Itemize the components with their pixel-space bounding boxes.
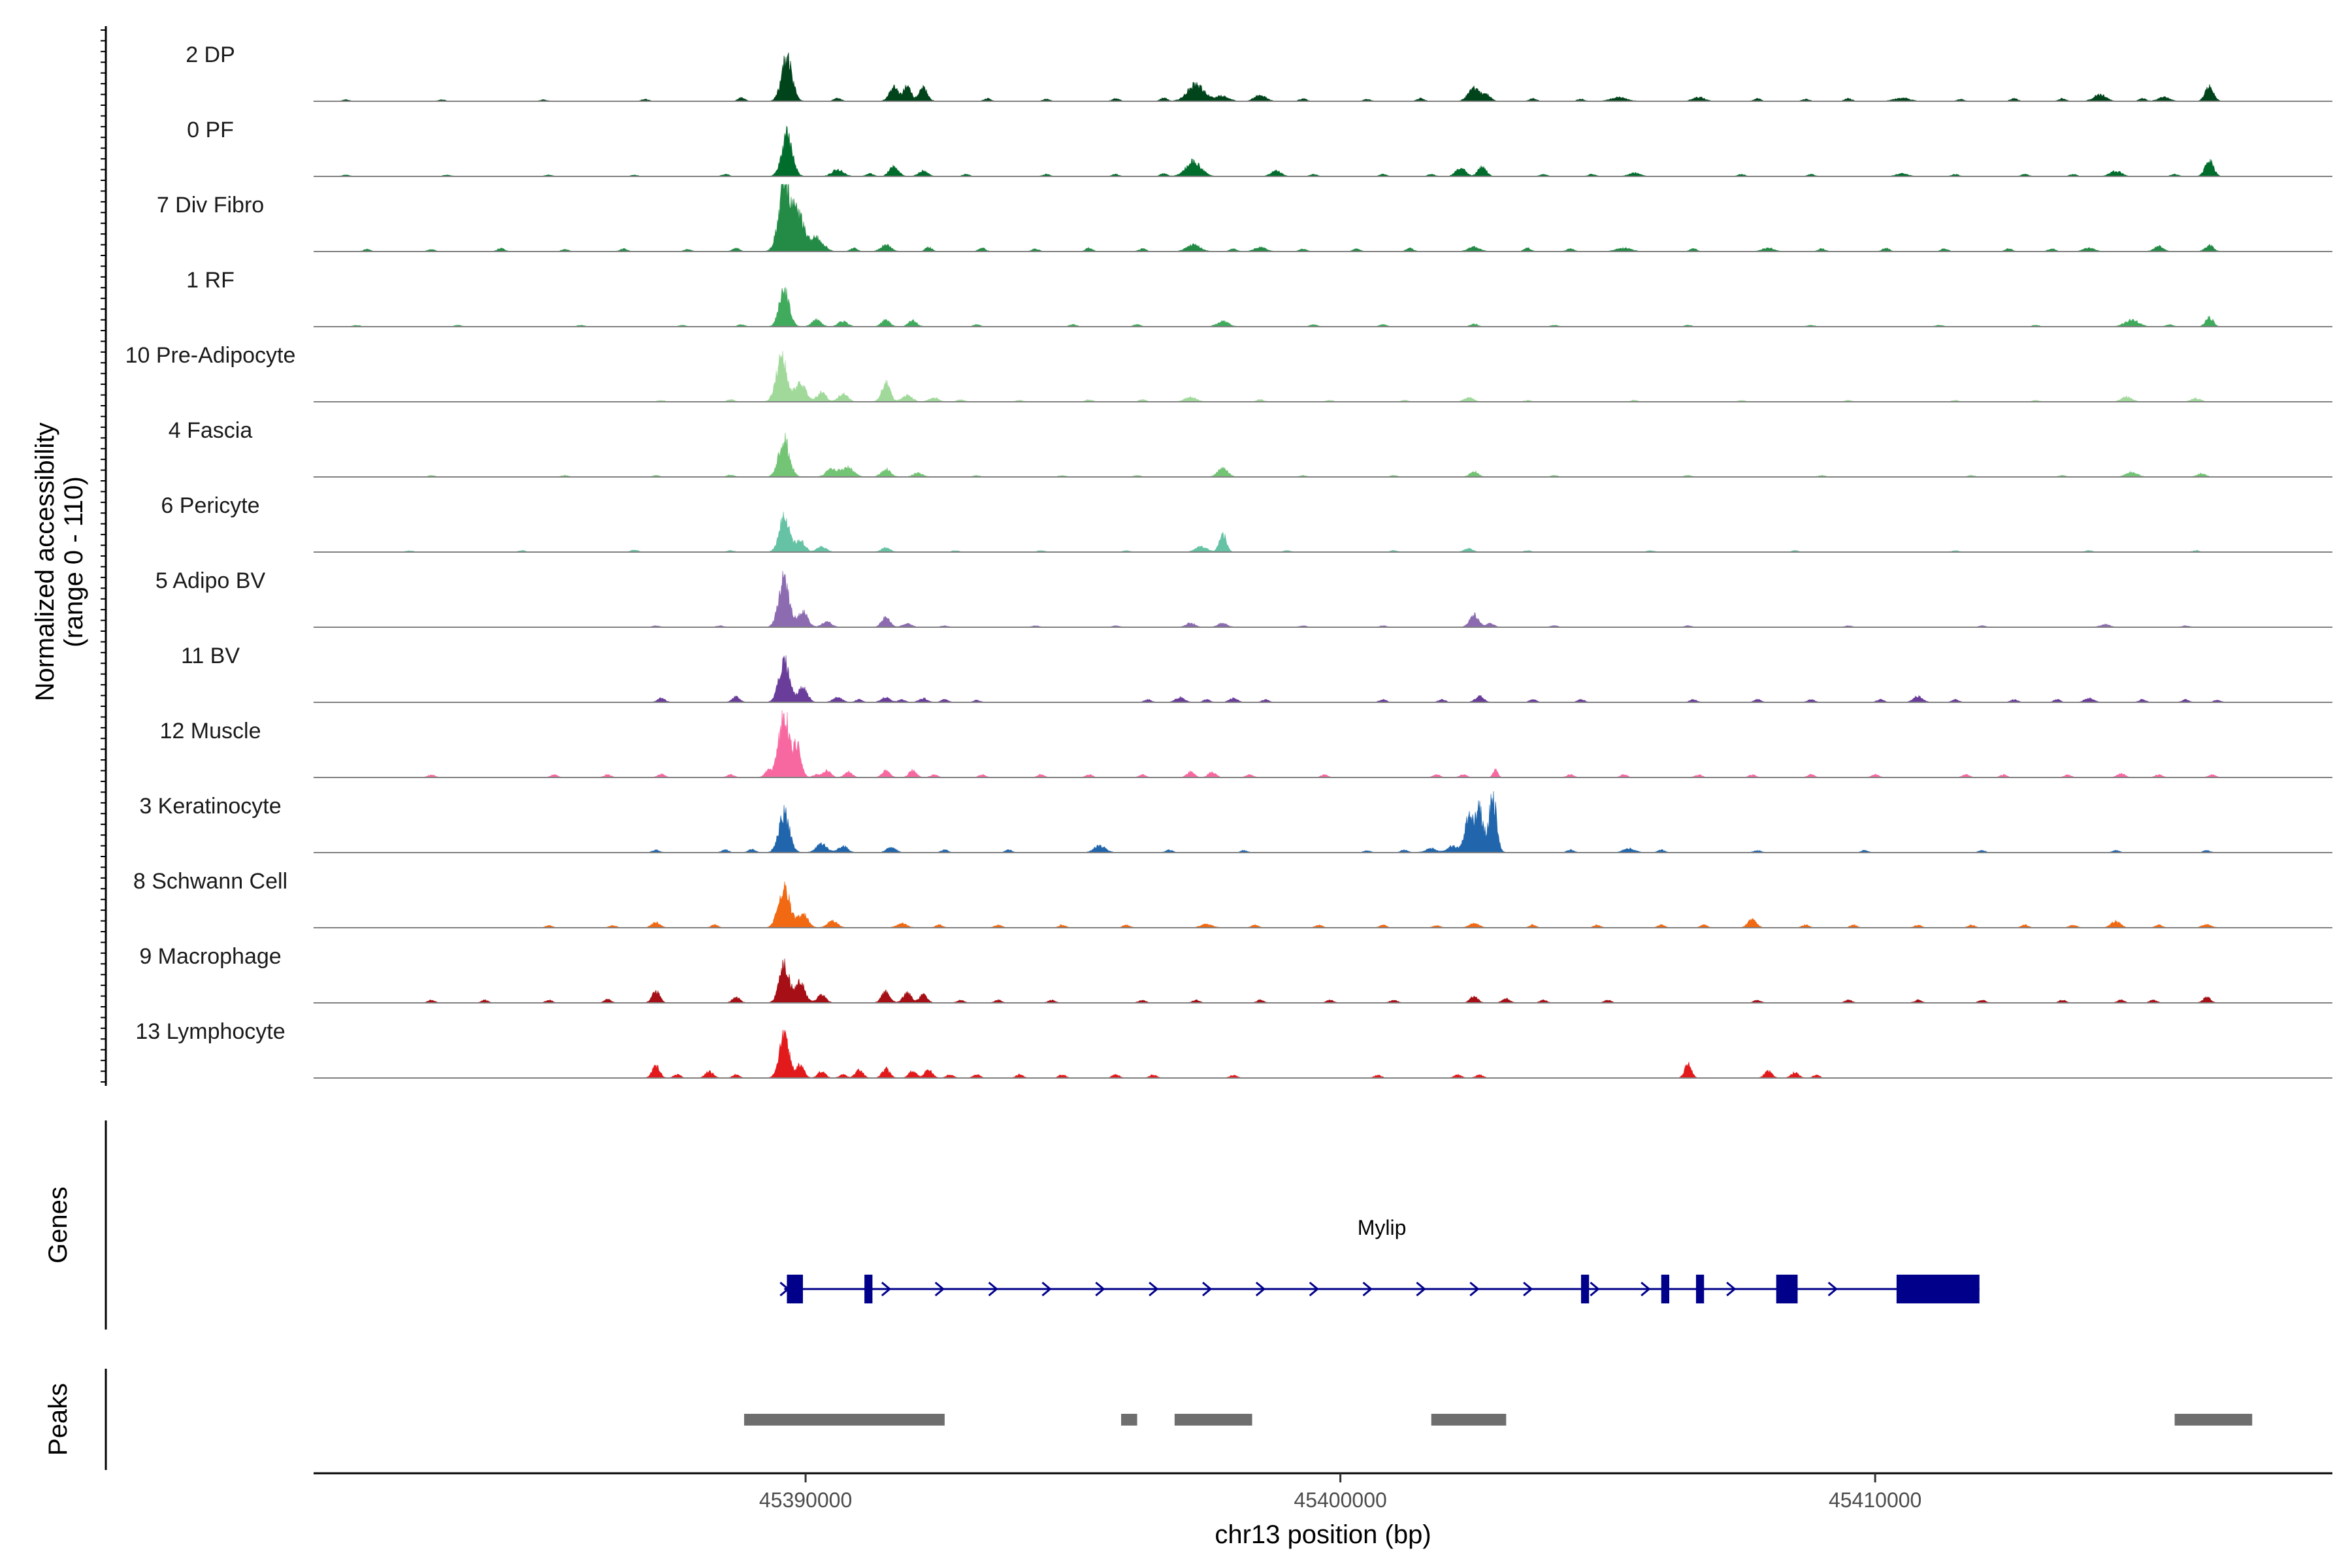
track-label: 5 Adipo BV xyxy=(155,568,266,593)
track-label: 8 Schwann Cell xyxy=(133,869,287,894)
coverage-area-7 xyxy=(313,570,2240,628)
coverage-area-11 xyxy=(313,881,2240,928)
track-label: 6 Pericyte xyxy=(161,493,259,518)
y-axis-label: Normalized accessibility(range 0 - 110) xyxy=(31,423,88,702)
coverage-area-13 xyxy=(644,1030,1822,1079)
gene-strand-arrow xyxy=(1416,1281,1426,1297)
gene-strand-arrow xyxy=(1095,1281,1105,1297)
genes-panel-label: Genes xyxy=(44,1186,73,1264)
coverage-area-0 xyxy=(313,52,2240,102)
track-label: 9 Macrophage xyxy=(139,944,281,969)
track-label: 0 PF xyxy=(187,118,234,142)
gene-strand-arrow xyxy=(1255,1281,1266,1297)
x-tick-label: 45390000 xyxy=(759,1488,852,1512)
gene-strand-arrow xyxy=(1041,1281,1052,1297)
gene-exon xyxy=(864,1275,873,1303)
gene-strand-arrow xyxy=(1827,1281,1838,1297)
coverage-area-12 xyxy=(313,958,2240,1004)
gene-strand-arrow xyxy=(779,1281,790,1297)
track-label: 2 DP xyxy=(186,42,235,67)
y-axis-label-line: Normalized accessibility xyxy=(31,423,59,702)
gene-strand-arrow xyxy=(1590,1281,1600,1297)
gene-exon xyxy=(1896,1275,1980,1303)
x-axis-label: chr13 position (bp) xyxy=(1215,1520,1431,1549)
gene-strand-arrow xyxy=(934,1281,945,1297)
gene-strand-arrow xyxy=(988,1281,998,1297)
gene-exon xyxy=(1580,1275,1590,1303)
track-label: 3 Keratinocyte xyxy=(139,794,281,819)
track-label: 13 Lymphocyte xyxy=(135,1019,285,1044)
gene-strand-arrow xyxy=(1641,1281,1651,1297)
coverage-area-9 xyxy=(313,710,2240,778)
peaks-panel-label: Peaks xyxy=(44,1383,73,1456)
peak-region xyxy=(1431,1414,1507,1426)
peak-region xyxy=(2174,1414,2253,1426)
gene-exon xyxy=(1776,1275,1798,1303)
peak-region xyxy=(1121,1414,1137,1426)
track-label: 10 Pre-Adipocyte xyxy=(125,343,296,368)
peak-region xyxy=(743,1414,945,1426)
gene-strand-arrow xyxy=(881,1281,892,1297)
coverage-area-3 xyxy=(313,286,2240,327)
gene-strand-arrow xyxy=(1362,1281,1373,1297)
gene-strand-arrow xyxy=(1469,1281,1480,1297)
gene-strand-arrow xyxy=(1309,1281,1320,1297)
track-label: 1 RF xyxy=(186,268,235,293)
coverage-area-5 xyxy=(313,433,2240,478)
gene-strand-arrow xyxy=(1149,1281,1159,1297)
coverage-area-8 xyxy=(313,655,2240,703)
track-label: 7 Div Fibro xyxy=(157,193,264,218)
coverage-area-10 xyxy=(313,791,2240,853)
coverage-area-1 xyxy=(313,125,2240,177)
coverage-area-6 xyxy=(313,512,2240,553)
gene-name-label: Mylip xyxy=(1358,1216,1407,1239)
track-label: 11 BV xyxy=(181,644,240,668)
gene-strand-arrow xyxy=(1726,1281,1737,1297)
coverage-area-4 xyxy=(313,350,2240,402)
gene-strand-arrow xyxy=(1523,1281,1533,1297)
track-label: 4 Fascia xyxy=(169,418,253,443)
gene-strand-arrow xyxy=(1202,1281,1213,1297)
x-tick-label: 45410000 xyxy=(1829,1488,1921,1512)
track-label: 12 Muscle xyxy=(160,719,261,743)
gene-exon xyxy=(1661,1275,1670,1303)
peak-region xyxy=(1174,1414,1252,1426)
x-tick-label: 45400000 xyxy=(1294,1488,1386,1512)
coverage-area-2 xyxy=(313,184,2240,252)
gene-exon xyxy=(1695,1275,1705,1303)
y-axis-label-line: (range 0 - 110) xyxy=(59,476,88,647)
